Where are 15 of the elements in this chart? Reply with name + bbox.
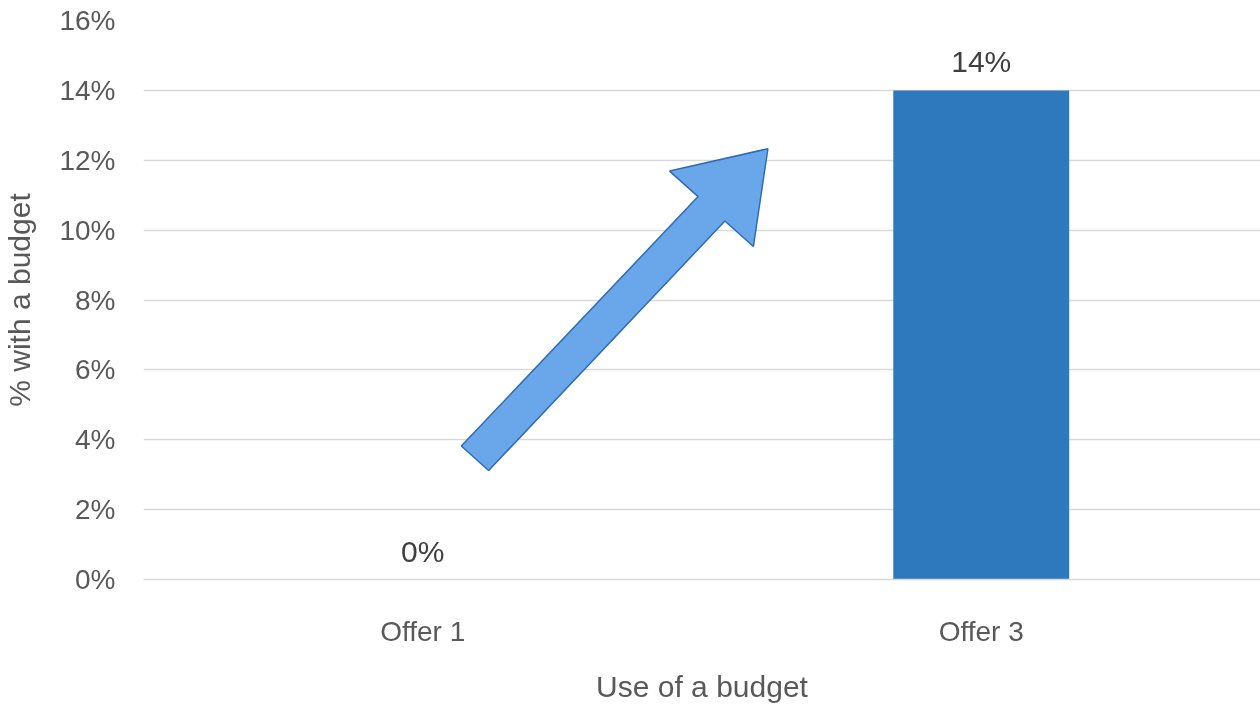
y-tick-label: 12% <box>59 144 116 176</box>
y-axis-title: % with a budget <box>3 192 37 407</box>
y-tick-label: 4% <box>75 424 116 456</box>
data-label: 0% <box>401 534 445 568</box>
y-tick-label: 6% <box>75 354 116 386</box>
y-tick-label: 2% <box>75 494 116 526</box>
y-tick-label: 16% <box>59 5 116 36</box>
x-tick-label: Offer 1 <box>380 615 466 647</box>
y-tick-label: 0% <box>75 564 116 595</box>
x-axis-title: Use of a budget <box>596 669 809 703</box>
data-label: 14% <box>951 45 1012 79</box>
y-tick-label: 8% <box>75 284 116 316</box>
x-tick-label: Offer 3 <box>938 615 1024 647</box>
y-tick-label: 14% <box>59 74 116 106</box>
y-tick-label: 10% <box>59 214 116 246</box>
